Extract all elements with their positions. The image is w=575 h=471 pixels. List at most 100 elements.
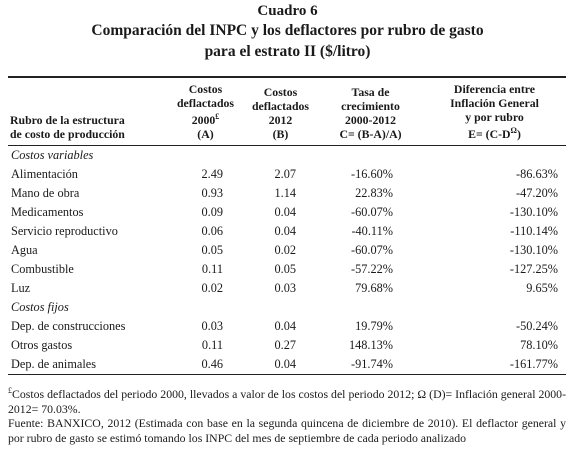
header-text: 2000 — [191, 112, 216, 127]
cell-costos-2000: 0.05 — [201, 242, 223, 257]
cell-costos-2012: 0.04 — [274, 204, 296, 219]
cell-costos-2000: 0.11 — [201, 337, 223, 352]
header-row: Rubro de la estructura de costo de produ… — [8, 77, 566, 146]
cell-rubro: Servicio reproductivo — [11, 223, 118, 238]
cell-diferencia: -50.24% — [515, 318, 558, 333]
header-costos-2012: Costos deflactados 2012 (B) — [243, 77, 318, 145]
cell-rubro: Mano de obra — [11, 185, 80, 200]
cell-tasa: -60.07% — [350, 204, 393, 219]
cell-diferencia: -161.77% — [509, 356, 558, 371]
section-label: Costos variables — [11, 147, 94, 162]
header-text: Inflación General — [450, 96, 539, 110]
header-text: Rubro de la estructura — [10, 112, 125, 127]
header-text: 2000-2012 — [344, 112, 397, 127]
section-row: Costos fijos — [8, 298, 566, 317]
cell-tasa: -91.74% — [350, 356, 393, 371]
cell-tasa: 19.79% — [355, 318, 393, 333]
table-caption-number: Cuadro 6 — [257, 3, 318, 19]
cell-costos-2000: 0.02 — [201, 280, 223, 295]
cell-rubro: Dep. de construcciones — [11, 318, 126, 333]
cell-rubro: Otros gastos — [11, 337, 73, 352]
table-row: Dep. de construcciones 0.03 0.04 19.79% -50.… — [8, 317, 566, 336]
cell-rubro: Alimentación — [11, 166, 78, 181]
cell-costos-2012: 0.03 — [274, 280, 296, 295]
header-costos-2000: Costos deflactados 2000£ (A) — [168, 77, 243, 145]
cell-rubro: Luz — [11, 280, 31, 295]
cell-rubro: Combustible — [11, 261, 74, 276]
cell-costos-2000: 0.46 — [201, 356, 223, 371]
cell-costos-2000: 0.11 — [201, 261, 223, 276]
table-notes: £Costos deflactados del periodo 2000, ll… — [8, 384, 566, 445]
cell-tasa: -16.60% — [350, 166, 393, 181]
header-diferencia: Diferencia entre Inflación General y por… — [423, 77, 566, 145]
section-label: Costos fijos — [11, 299, 69, 314]
table-row: Otros gastos 0.11 0.27 148.13% 78.10% — [8, 336, 566, 355]
cell-tasa: 148.13% — [348, 337, 393, 352]
footnote-text: Costos deflactados del periodo 2000, lle… — [8, 386, 566, 416]
header-text: Costos — [263, 84, 298, 99]
cell-diferencia: -130.10% — [509, 242, 558, 257]
cell-costos-2012: 0.02 — [274, 242, 296, 257]
header-text: Diferencia entre — [453, 82, 536, 96]
header-text: E= (C-D — [468, 126, 511, 141]
header-text: 2012 — [268, 112, 293, 127]
cell-tasa: 22.83% — [355, 185, 393, 200]
header-rubro: Rubro de la estructura de costo de produ… — [8, 77, 168, 145]
section-row: Costos variables — [8, 145, 566, 165]
cell-diferencia: -130.10% — [509, 204, 558, 219]
cell-costos-2000: 0.09 — [201, 204, 223, 219]
cell-diferencia: -86.63% — [515, 166, 558, 181]
cell-costos-2012: 0.05 — [274, 261, 296, 276]
header-text: de costo de producción — [10, 126, 125, 141]
table-row: Medicamentos 0.09 0.04 -60.07% -130.10% — [8, 203, 566, 222]
cell-tasa: 79.68% — [355, 280, 393, 295]
footnote-deflactados: £Costos deflactados del periodo 2000, ll… — [8, 384, 566, 416]
cell-rubro: Agua — [11, 242, 38, 257]
table-title-line-1: Comparación del INPC y los deflactores p… — [91, 22, 484, 39]
header-text: ) — [516, 126, 521, 141]
header-text: crecimiento — [341, 98, 400, 113]
header-superscript: Ω — [510, 126, 517, 135]
table-body: Costos variables Alimentación 2.49 2.07 -16.… — [8, 145, 566, 375]
table-row: Alimentación 2.49 2.07 -16.60% -86.63% — [8, 165, 566, 184]
cell-costos-2012: 0.04 — [274, 223, 296, 238]
cell-costos-2012: 0.04 — [274, 318, 296, 333]
table-row: Mano de obra 0.93 1.14 22.83% -47.20% — [8, 184, 566, 203]
cell-tasa: -40.11% — [351, 223, 393, 238]
cell-diferencia: 9.65% — [526, 280, 558, 295]
header-text: deflactados — [176, 96, 234, 110]
header-text: deflactados — [251, 98, 309, 113]
cell-diferencia: -127.25% — [509, 261, 558, 276]
cell-tasa: -60.07% — [350, 242, 393, 257]
header-text: (A) — [197, 126, 214, 141]
footnote-marker: £ — [8, 386, 12, 395]
header-text: y por rubro — [465, 110, 524, 124]
table-row: Servicio reproductivo 0.06 0.04 -40.11% -110… — [8, 222, 566, 241]
header-superscript: £ — [215, 112, 220, 121]
cell-diferencia: 78.10% — [520, 337, 558, 352]
header-text: C= (B-A)/A) — [339, 126, 402, 141]
cell-costos-2000: 0.03 — [201, 318, 223, 333]
table-title-line-2: para el estrato II ($/litro) — [204, 43, 371, 60]
cell-rubro: Medicamentos — [11, 204, 84, 219]
header-text: Tasa de — [351, 84, 390, 99]
header-text: (B) — [272, 126, 289, 141]
footnote-fuente: Fuente: BANXICO, 2012 (Estimada con base… — [8, 416, 566, 445]
table-row: Combustible 0.11 0.05 -57.22% -127.25% — [8, 260, 566, 279]
table-row: Dep. de animales 0.46 0.04 -91.74% -161.77% — [8, 355, 566, 375]
cell-diferencia: -110.14% — [510, 223, 558, 238]
cell-costos-2012: 0.04 — [274, 356, 296, 371]
cell-rubro: Dep. de animales — [11, 356, 97, 371]
cell-tasa: -57.22% — [350, 261, 393, 276]
data-table: Rubro de la estructura de costo de produ… — [8, 76, 566, 375]
cell-costos-2000: 0.06 — [201, 223, 223, 238]
cell-costos-2000: 2.49 — [201, 166, 223, 181]
header-tasa-crecimiento: Tasa de crecimiento 2000-2012 C= (B-A)/A… — [318, 77, 423, 145]
cell-costos-2012: 2.07 — [274, 166, 296, 181]
cell-diferencia: -47.20% — [515, 185, 558, 200]
header-text: Costos — [188, 82, 223, 96]
cell-costos-2012: 0.27 — [274, 337, 296, 352]
cell-costos-2000: 0.93 — [201, 185, 223, 200]
cell-costos-2012: 1.14 — [274, 185, 296, 200]
table-row: Luz 0.02 0.03 79.68% 9.65% — [8, 279, 566, 298]
